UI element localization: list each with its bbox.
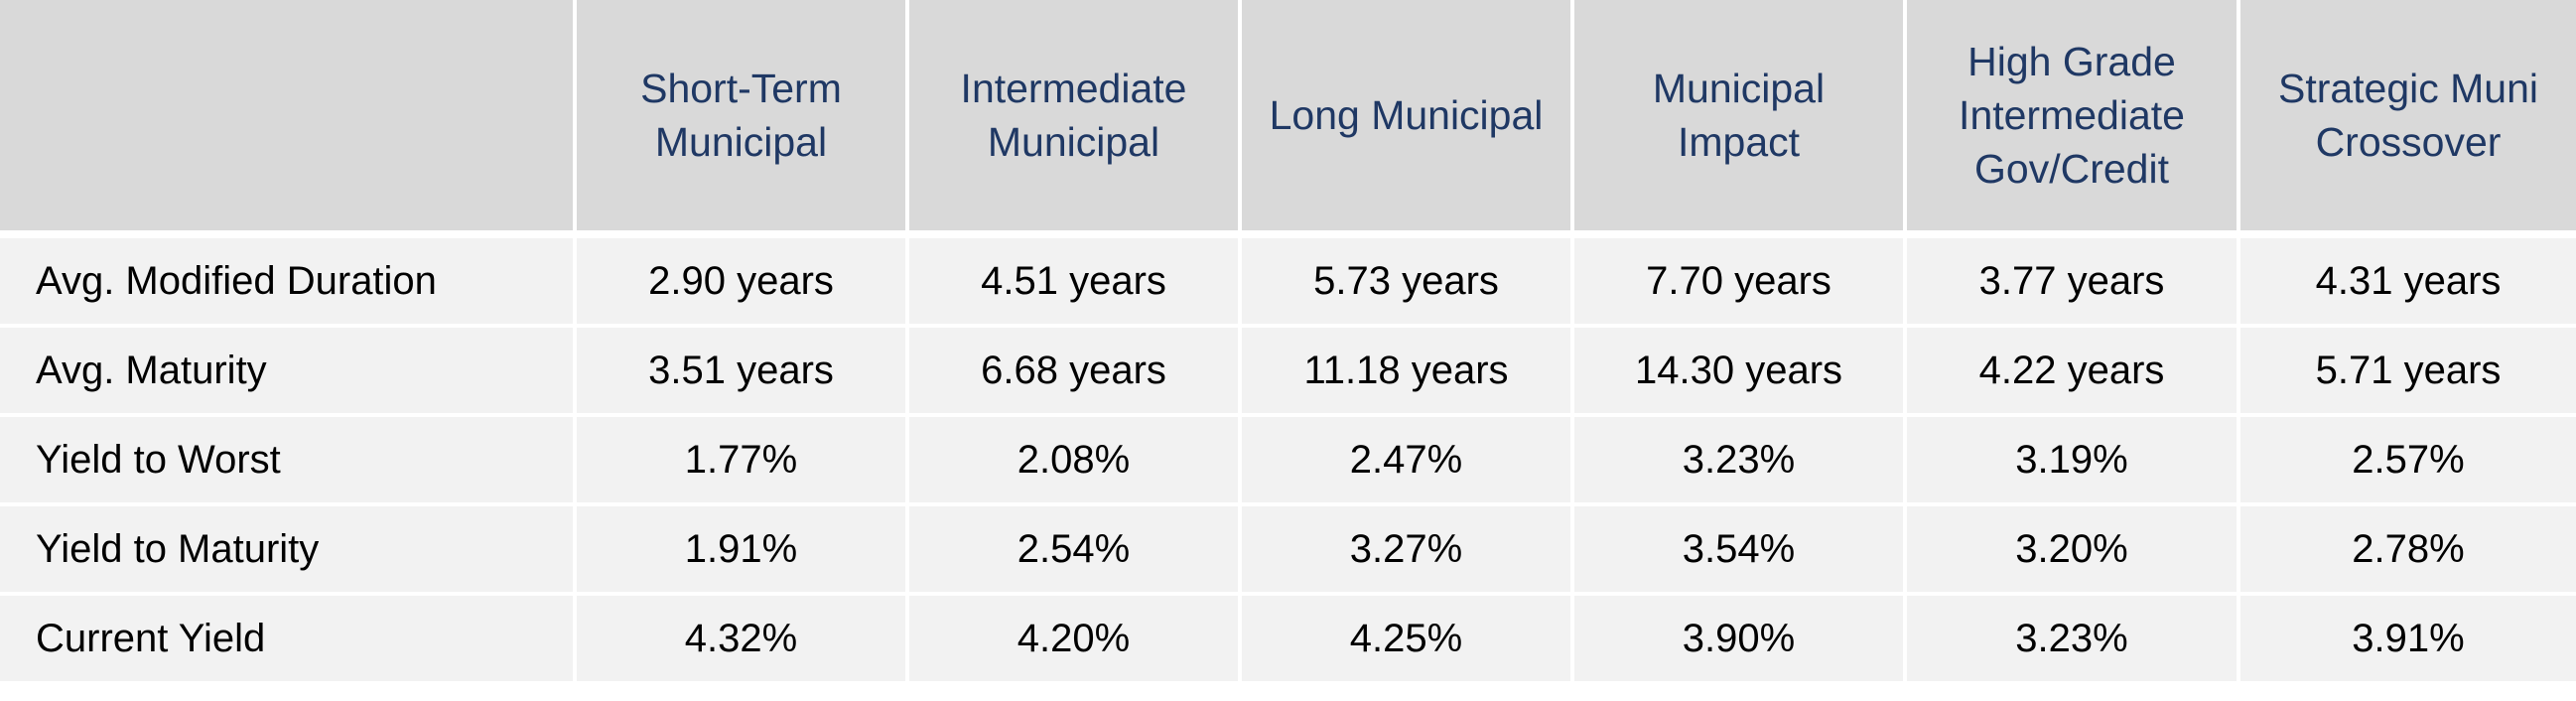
fund-characteristics-table: Short-Term Municipal Intermediate Munici… — [0, 0, 2576, 685]
row-label: Yield to Maturity — [0, 506, 577, 596]
table-cell: 4.25% — [1242, 596, 1574, 685]
table-cell: 3.23% — [1907, 596, 2240, 685]
table-cell: 3.27% — [1242, 506, 1574, 596]
table-cell: 5.73 years — [1242, 238, 1574, 328]
row-label: Current Yield — [0, 596, 577, 685]
table-cell: 6.68 years — [909, 328, 1242, 417]
table-cell: 2.57% — [2240, 417, 2576, 506]
table-cell: 3.54% — [1574, 506, 1907, 596]
table-cell: 4.51 years — [909, 238, 1242, 328]
table-cell: 4.32% — [577, 596, 909, 685]
table-body: Avg. Modified Duration 2.90 years 4.51 y… — [0, 238, 2576, 685]
row-label: Avg. Maturity — [0, 328, 577, 417]
header-long-municipal: Long Municipal — [1242, 0, 1574, 238]
header-corner-cell — [0, 0, 577, 238]
table-cell: 4.31 years — [2240, 238, 2576, 328]
table-cell: 2.47% — [1242, 417, 1574, 506]
table-cell: 2.54% — [909, 506, 1242, 596]
table-cell: 2.78% — [2240, 506, 2576, 596]
table-cell: 5.71 years — [2240, 328, 2576, 417]
table-row-yield-to-worst: Yield to Worst 1.77% 2.08% 2.47% 3.23% 3… — [0, 417, 2576, 506]
table-cell: 1.91% — [577, 506, 909, 596]
table-row-current-yield: Current Yield 4.32% 4.20% 4.25% 3.90% 3.… — [0, 596, 2576, 685]
table-cell: 11.18 years — [1242, 328, 1574, 417]
header-strategic-muni-crossover: Strategic Muni Crossover — [2240, 0, 2576, 238]
table-cell: 2.90 years — [577, 238, 909, 328]
table-cell: 3.19% — [1907, 417, 2240, 506]
row-label: Avg. Modified Duration — [0, 238, 577, 328]
header-label: Municipal Impact — [1652, 66, 1826, 165]
table-cell: 4.22 years — [1907, 328, 2240, 417]
table-cell: 3.51 years — [577, 328, 909, 417]
table-cell: 3.90% — [1574, 596, 1907, 685]
table-cell: 1.77% — [577, 417, 909, 506]
row-label: Yield to Worst — [0, 417, 577, 506]
header-label: Long Municipal — [1269, 92, 1544, 138]
table-row-avg-modified-duration: Avg. Modified Duration 2.90 years 4.51 y… — [0, 238, 2576, 328]
header-municipal-impact: Municipal Impact — [1574, 0, 1907, 238]
table-header: Short-Term Municipal Intermediate Munici… — [0, 0, 2576, 238]
header-label: Strategic Muni Crossover — [2277, 66, 2539, 165]
table-cell: 2.08% — [909, 417, 1242, 506]
header-high-grade-intermediate-gov-credit: High Grade Intermediate Gov/Credit — [1907, 0, 2240, 238]
table-cell: 4.20% — [909, 596, 1242, 685]
header-label: Intermediate Municipal — [960, 66, 1187, 165]
header-short-term-municipal: Short-Term Municipal — [577, 0, 909, 238]
table-cell: 3.77 years — [1907, 238, 2240, 328]
table-cell: 3.23% — [1574, 417, 1907, 506]
table-row-yield-to-maturity: Yield to Maturity 1.91% 2.54% 3.27% 3.54… — [0, 506, 2576, 596]
header-intermediate-municipal: Intermediate Municipal — [909, 0, 1242, 238]
table-cell: 7.70 years — [1574, 238, 1907, 328]
table-cell: 3.91% — [2240, 596, 2576, 685]
header-label: High Grade Intermediate Gov/Credit — [1959, 39, 2185, 192]
table-row-avg-maturity: Avg. Maturity 3.51 years 6.68 years 11.1… — [0, 328, 2576, 417]
table-cell: 14.30 years — [1574, 328, 1907, 417]
table-cell: 3.20% — [1907, 506, 2240, 596]
header-row: Short-Term Municipal Intermediate Munici… — [0, 0, 2576, 238]
header-label: Short-Term Municipal — [640, 66, 842, 165]
